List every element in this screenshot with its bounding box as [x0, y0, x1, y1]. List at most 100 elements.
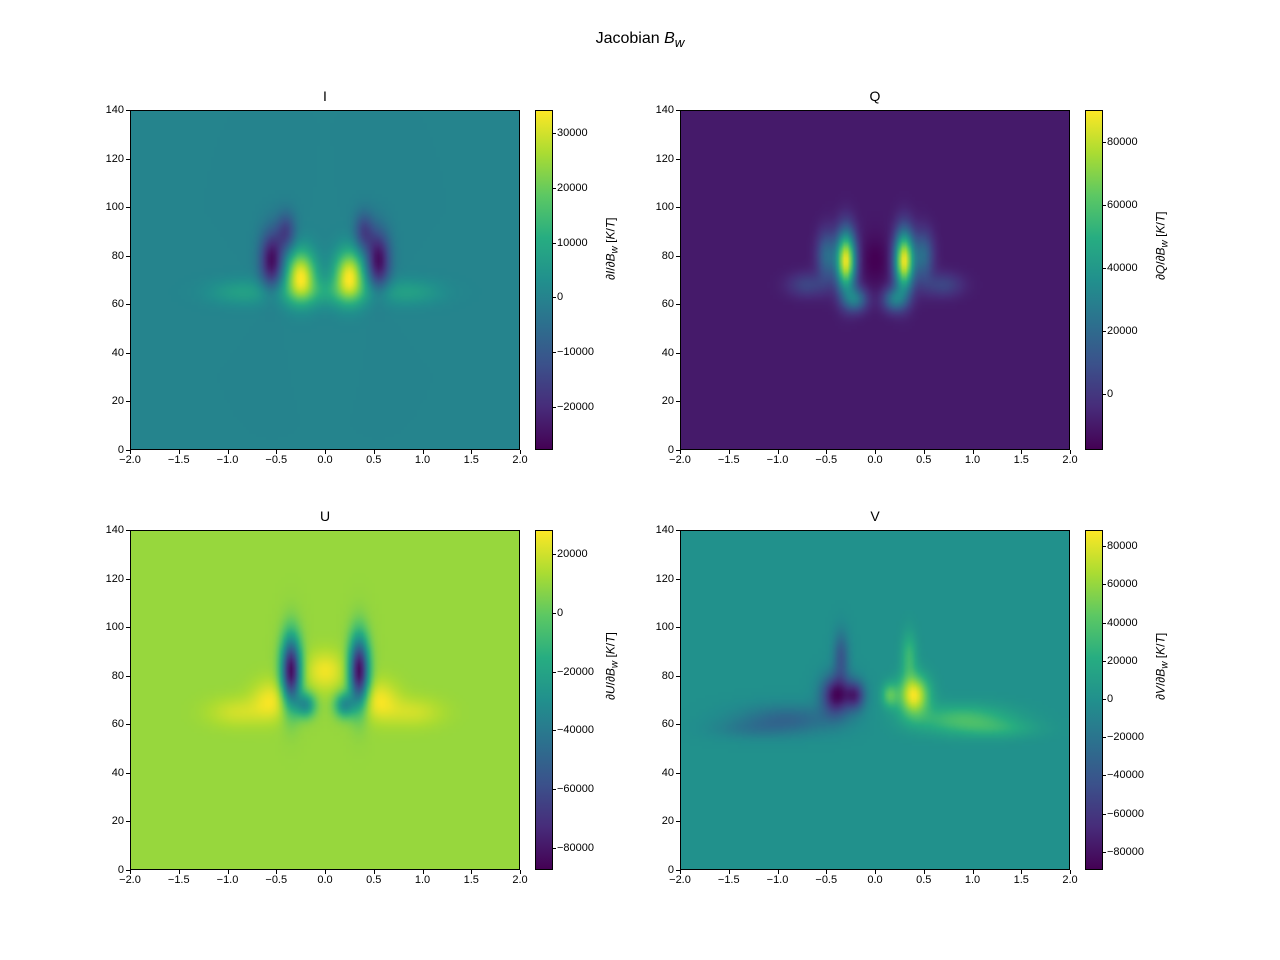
- xtick-label: 0.5: [916, 454, 931, 466]
- panel-U: U020406080100120140−2.0−1.5−1.0−0.50.00.…: [130, 530, 520, 870]
- colorbar-tick-label: 30000: [557, 127, 588, 139]
- colorbar-tick-label: 20000: [1107, 325, 1138, 337]
- ytick-label: 20: [662, 815, 674, 827]
- colorbar-tick-label: −80000: [1107, 846, 1144, 858]
- colorbar-tick-label: 20000: [557, 548, 588, 560]
- xtick-label: −2.0: [119, 874, 141, 886]
- xtick-label: −1.0: [217, 874, 239, 886]
- ytick-label: 40: [112, 347, 124, 359]
- colorbar-I: −20000−100000100002000030000∂I/∂Bw [K/T]: [535, 110, 553, 450]
- xtick-label: 1.5: [464, 874, 479, 886]
- colorbar-tick-label: 0: [557, 291, 563, 303]
- xtick-label: −1.5: [718, 874, 740, 886]
- xtick-label: −0.5: [265, 874, 287, 886]
- ytick-label: 40: [662, 767, 674, 779]
- xtick-label: 0.0: [867, 454, 882, 466]
- colorbar-tick-label: −20000: [557, 666, 594, 678]
- colorbar-Q: 020000400006000080000∂Q/∂Bw [K/T]: [1085, 110, 1103, 450]
- ytick-label: 60: [112, 298, 124, 310]
- colorbar-tick-label: 0: [1107, 693, 1113, 705]
- heatmap: [680, 530, 1070, 870]
- colorbar-tick-label: −20000: [1107, 731, 1144, 743]
- xtick-label: 2.0: [1062, 454, 1077, 466]
- colorbar-tick-label: 80000: [1107, 136, 1138, 148]
- xtick-label: 0.5: [366, 874, 381, 886]
- ytick-label: 80: [112, 670, 124, 682]
- xtick-label: 1.5: [464, 454, 479, 466]
- colorbar-tick-label: −60000: [557, 783, 594, 795]
- xtick-label: 0.0: [317, 454, 332, 466]
- xtick-label: 1.5: [1014, 454, 1029, 466]
- xtick-label: 0.0: [317, 874, 332, 886]
- xtick-label: −0.5: [815, 874, 837, 886]
- xtick-label: −2.0: [119, 454, 141, 466]
- xtick-label: 0.0: [867, 874, 882, 886]
- colorbar-tick-label: −40000: [557, 724, 594, 736]
- ytick-label: 20: [112, 815, 124, 827]
- colorbar-tick-label: 40000: [1107, 262, 1138, 274]
- xtick-label: 0.5: [916, 874, 931, 886]
- figure-suptitle: Jacobian Bw: [0, 30, 1280, 50]
- panel-title: V: [680, 508, 1070, 524]
- colorbar-tick-label: −80000: [557, 842, 594, 854]
- xtick-label: 1.5: [1014, 874, 1029, 886]
- xtick-label: −1.0: [767, 874, 789, 886]
- colorbar-label: ∂Q/∂Bw [K/T]: [1153, 211, 1170, 280]
- heatmap: [130, 530, 520, 870]
- panel-title: U: [130, 508, 520, 524]
- colorbar-tick-label: 0: [557, 607, 563, 619]
- colorbar-tick-label: −40000: [1107, 769, 1144, 781]
- xtick-label: −1.0: [767, 454, 789, 466]
- panel-title: I: [130, 88, 520, 104]
- xtick-label: 1.0: [415, 874, 430, 886]
- ytick-label: 100: [656, 621, 674, 633]
- panel-title: Q: [680, 88, 1070, 104]
- colorbar-tick-label: 10000: [557, 237, 588, 249]
- xtick-label: 2.0: [512, 454, 527, 466]
- ytick-label: 100: [656, 201, 674, 213]
- ytick-label: 80: [112, 250, 124, 262]
- xtick-label: 2.0: [512, 874, 527, 886]
- xtick-label: 2.0: [1062, 874, 1077, 886]
- xtick-label: −0.5: [265, 454, 287, 466]
- xtick-label: −2.0: [669, 454, 691, 466]
- panel-V: V020406080100120140−2.0−1.5−1.0−0.50.00.…: [680, 530, 1070, 870]
- colorbar-tick-label: 0: [1107, 388, 1113, 400]
- colorbar-tick-label: 20000: [1107, 655, 1138, 667]
- colorbar-tick-label: −20000: [557, 401, 594, 413]
- xtick-label: −1.5: [718, 454, 740, 466]
- colorbar-U: −80000−60000−40000−20000020000∂U/∂Bw [K/…: [535, 530, 553, 870]
- xtick-label: −0.5: [815, 454, 837, 466]
- ytick-label: 140: [106, 104, 124, 116]
- ytick-label: 20: [662, 395, 674, 407]
- colorbar-tick-label: 20000: [557, 182, 588, 194]
- colorbar-tick-label: 60000: [1107, 199, 1138, 211]
- xtick-label: 1.0: [965, 454, 980, 466]
- ytick-label: 120: [106, 153, 124, 165]
- ytick-label: 120: [106, 573, 124, 585]
- ytick-label: 80: [662, 250, 674, 262]
- ytick-label: 80: [662, 670, 674, 682]
- ytick-label: 40: [112, 767, 124, 779]
- ytick-label: 140: [656, 104, 674, 116]
- heatmap: [130, 110, 520, 450]
- figure: Jacobian Bw I020406080100120140−2.0−1.5−…: [0, 0, 1280, 960]
- xtick-label: −2.0: [669, 874, 691, 886]
- xtick-label: 1.0: [965, 874, 980, 886]
- xtick-label: −1.0: [217, 454, 239, 466]
- colorbar-tick-label: 60000: [1107, 578, 1138, 590]
- heatmap: [680, 110, 1070, 450]
- xtick-label: −1.5: [168, 874, 190, 886]
- panel-Q: Q020406080100120140−2.0−1.5−1.0−0.50.00.…: [680, 110, 1070, 450]
- ytick-label: 60: [662, 298, 674, 310]
- colorbar-tick-label: −10000: [557, 346, 594, 358]
- ytick-label: 100: [106, 201, 124, 213]
- ytick-label: 60: [662, 718, 674, 730]
- colorbar-tick-label: 80000: [1107, 540, 1138, 552]
- colorbar-tick-label: 40000: [1107, 617, 1138, 629]
- xtick-label: 0.5: [366, 454, 381, 466]
- ytick-label: 120: [656, 573, 674, 585]
- panel-I: I020406080100120140−2.0−1.5−1.0−0.50.00.…: [130, 110, 520, 450]
- ytick-label: 40: [662, 347, 674, 359]
- colorbar-label: ∂V/∂Bw [K/T]: [1153, 633, 1170, 700]
